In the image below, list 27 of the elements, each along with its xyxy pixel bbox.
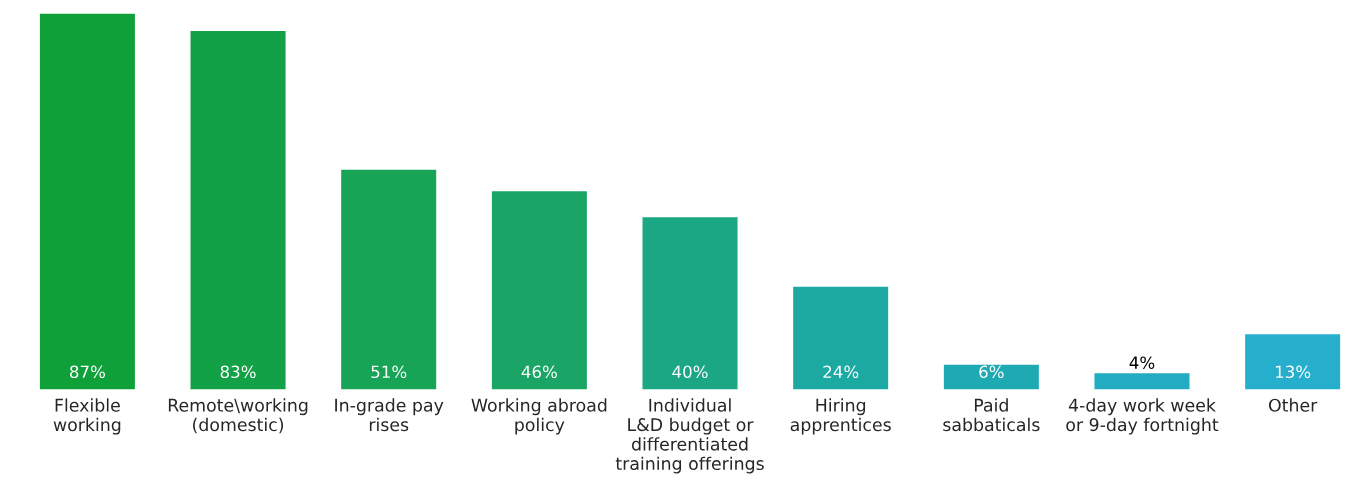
x-tick-label: Paid sabbaticals: [943, 398, 1040, 432]
x-tick-label: In-grade pay rises: [335, 398, 444, 432]
x-tick-label: 4-day work week or 9-day fortnight: [1066, 398, 1219, 435]
bar: [791, 285, 890, 390]
bar: [339, 168, 438, 390]
x-tick-label: Other: [1268, 398, 1318, 412]
data-label: 24%: [823, 365, 859, 379]
data-label: 13%: [1275, 365, 1311, 379]
data-label: 87%: [69, 365, 105, 379]
data-label: 46%: [521, 365, 557, 379]
bar: [641, 215, 739, 390]
x-tick-label: Individual L&D budget or differentiated training offerings: [615, 398, 764, 474]
bar: [490, 189, 589, 390]
bar: [189, 29, 287, 390]
x-tick-label: Hiring apprentices: [790, 398, 891, 435]
x-tick-label: Working abroad policy: [471, 398, 607, 435]
bar: [1093, 371, 1191, 390]
bar: [1243, 332, 1342, 390]
bar: [942, 363, 1041, 390]
data-label: 6%: [979, 365, 1004, 379]
data-label: 51%: [371, 365, 407, 379]
bar: [38, 13, 137, 390]
data-label: 4%: [1129, 356, 1155, 369]
x-tick-label: Remote\working (domestic): [168, 398, 308, 434]
data-label: 40%: [672, 365, 708, 379]
x-tick-label: Flexible working: [53, 398, 121, 435]
data-label: 83%: [220, 365, 256, 379]
